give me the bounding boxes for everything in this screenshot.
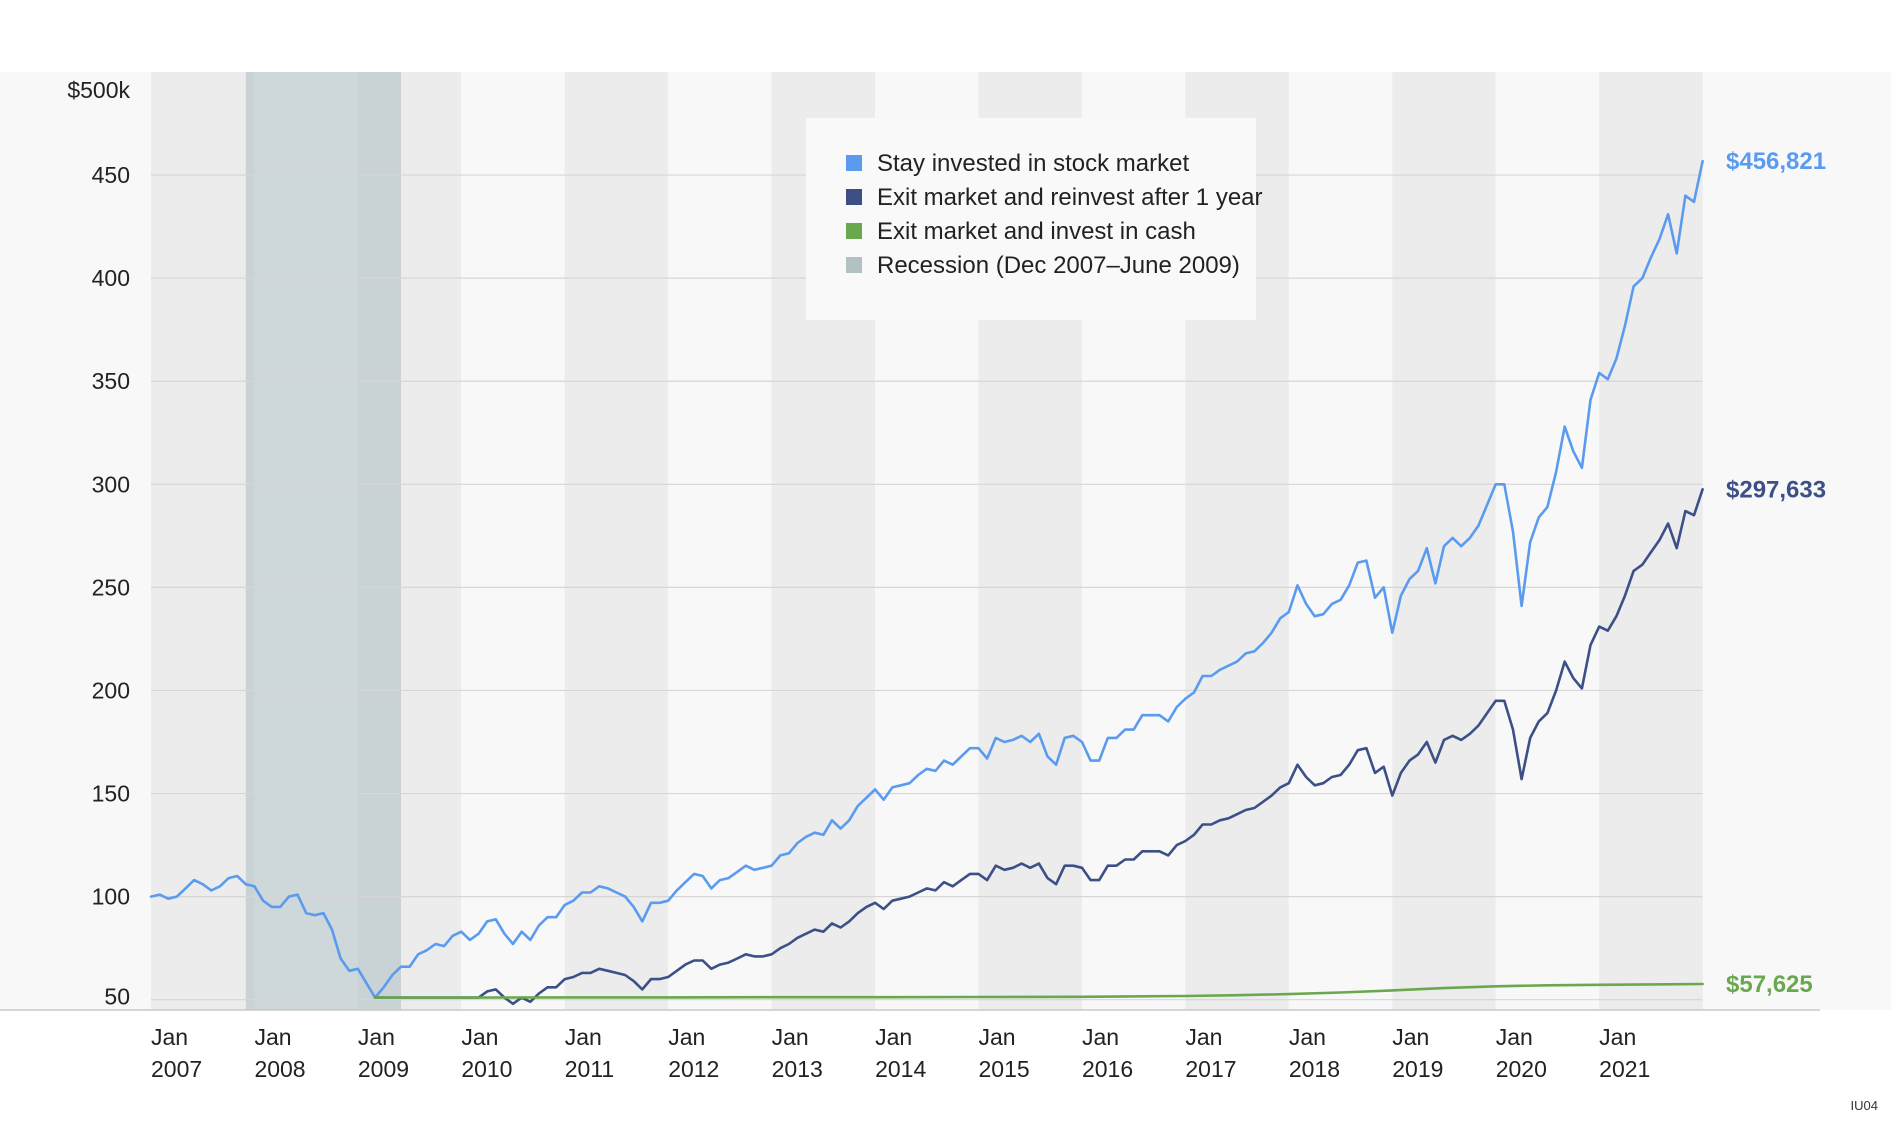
x-tick-label-month: Jan xyxy=(1289,1024,1326,1050)
legend-label: Recession (Dec 2007–June 2009) xyxy=(877,252,1240,279)
y-tick-label: 200 xyxy=(92,677,130,703)
legend-swatch xyxy=(846,223,862,239)
year-band xyxy=(668,72,772,1010)
x-tick-label-year: 2016 xyxy=(1082,1056,1133,1082)
x-tick-label-year: 2017 xyxy=(1185,1056,1236,1082)
x-tick-label-month: Jan xyxy=(1185,1024,1222,1050)
x-tick-label-month: Jan xyxy=(151,1024,188,1050)
y-tick-label: 50 xyxy=(104,984,130,1010)
legend: Stay invested in stock market Exit market… xyxy=(806,118,1263,320)
legend-swatch xyxy=(846,189,862,205)
x-tick-label-month: Jan xyxy=(875,1024,912,1050)
y-tick-label: 450 xyxy=(92,162,130,188)
year-band xyxy=(461,72,565,1010)
recession-shading xyxy=(245,72,401,1010)
y-tick-label: 400 xyxy=(92,265,130,291)
series-end-label: $57,625 xyxy=(1726,971,1813,998)
x-tick-label-year: 2020 xyxy=(1496,1056,1547,1082)
legend-swatch xyxy=(846,155,862,171)
x-tick-label-year: 2015 xyxy=(979,1056,1030,1082)
y-tick-label: 100 xyxy=(92,884,130,910)
x-tick-label-month: Jan xyxy=(254,1024,291,1050)
year-band xyxy=(564,72,669,1010)
x-tick-label-month: Jan xyxy=(565,1024,602,1050)
x-axis-ticks: Jan 2007 Jan 2008 Jan 2009 Jan 2010 Jan 2011 Jan 20… xyxy=(151,1024,1650,1082)
y-tick-label: $500k xyxy=(67,77,130,103)
x-tick-label-year: 2010 xyxy=(461,1056,512,1082)
x-tick-label-month: Jan xyxy=(979,1024,1016,1050)
series-end-label: $297,633 xyxy=(1726,476,1826,503)
series-line-3 xyxy=(373,982,1704,999)
year-band xyxy=(151,72,255,1010)
series-end-labels: $456,821 $297,633 $57,625 xyxy=(1726,148,1826,998)
legend-label: Exit market and invest in cash xyxy=(877,218,1196,245)
series-end-label: $456,821 xyxy=(1726,148,1826,175)
x-tick-label-year: 2012 xyxy=(668,1056,719,1082)
year-band xyxy=(1288,72,1393,1010)
recession-band xyxy=(245,72,401,1010)
series-line-2 xyxy=(373,488,1704,1006)
x-tick-label-month: Jan xyxy=(358,1024,395,1050)
x-tick-label-month: Jan xyxy=(1392,1024,1429,1050)
legend-swatch xyxy=(846,257,862,273)
year-band xyxy=(1495,72,1600,1010)
x-tick-label-year: 2008 xyxy=(254,1056,305,1082)
y-tick-label: 300 xyxy=(92,471,130,497)
x-tick-label-month: Jan xyxy=(772,1024,809,1050)
x-tick-label-month: Jan xyxy=(1082,1024,1119,1050)
x-tick-label-year: 2018 xyxy=(1289,1056,1340,1082)
y-tick-label: 350 xyxy=(92,368,130,394)
legend-box xyxy=(806,118,1256,320)
x-tick-label-year: 2019 xyxy=(1392,1056,1443,1082)
x-tick-label-year: 2013 xyxy=(772,1056,823,1082)
x-tick-label-year: 2011 xyxy=(565,1056,614,1082)
footnote-code: IU04 xyxy=(1851,1098,1878,1113)
x-tick-label-year: 2021 xyxy=(1599,1056,1650,1082)
series-line-1 xyxy=(149,159,1704,999)
year-band xyxy=(1392,72,1496,1010)
y-tick-label: 150 xyxy=(92,781,130,807)
x-tick-label-month: Jan xyxy=(668,1024,705,1050)
x-tick-label-year: 2007 xyxy=(151,1056,202,1082)
x-tick-label-month: Jan xyxy=(1496,1024,1533,1050)
x-tick-label-year: 2009 xyxy=(358,1056,409,1082)
x-tick-label-month: Jan xyxy=(1599,1024,1636,1050)
y-axis-ticks: 50 100 150 200 250 300 350 400 450 $500k xyxy=(67,77,130,1010)
legend-label: Stay invested in stock market xyxy=(877,150,1189,177)
series-lines xyxy=(149,159,1704,1006)
x-tick-label-month: Jan xyxy=(461,1024,498,1050)
year-band xyxy=(1599,72,1703,1010)
x-tick-label-year: 2014 xyxy=(875,1056,926,1082)
y-tick-label: 250 xyxy=(92,574,130,600)
legend-label: Exit market and reinvest after 1 year xyxy=(877,184,1263,211)
